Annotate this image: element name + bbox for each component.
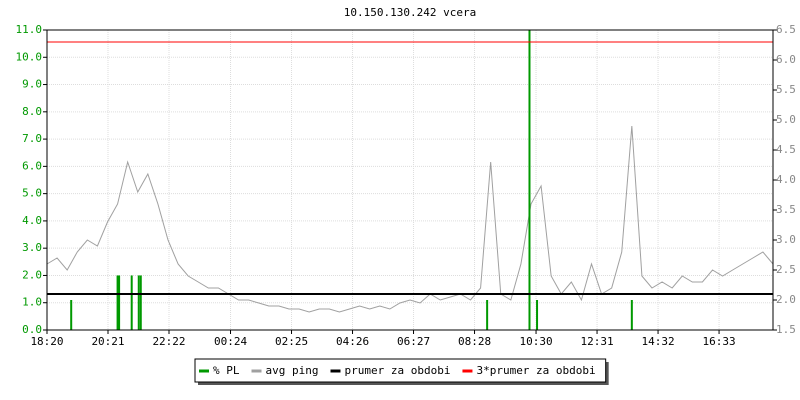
y2-tick-label: 5.0 xyxy=(776,113,796,126)
chart-title: 10.150.130.242 vcera xyxy=(344,6,476,19)
y2-tick-label: 2.0 xyxy=(776,293,796,306)
pl-bar xyxy=(116,275,119,330)
y2-tick-label: 4.0 xyxy=(776,173,796,186)
x-tick-label: 08:28 xyxy=(458,335,491,348)
pl-bar xyxy=(70,300,73,330)
y-tick-label: 1.0 xyxy=(22,296,42,309)
pl-bar xyxy=(528,30,531,330)
pl-bar xyxy=(118,275,121,330)
legend-label: prumer za obdobi xyxy=(344,364,450,377)
legend: % PL avg ping prumer za obdobi 3*prumer za … xyxy=(194,358,609,385)
y2-tick-label: 3.0 xyxy=(776,233,796,246)
y-tick-label: 10.0 xyxy=(16,50,43,63)
avg-ping-line xyxy=(46,125,774,313)
x-tick-label: 20:21 xyxy=(91,335,124,348)
x-tick-label: 04:26 xyxy=(336,335,369,348)
legend-label: avg ping xyxy=(266,364,319,377)
pl-bar xyxy=(130,275,133,330)
y-tick-label: 4.0 xyxy=(22,214,42,227)
y-tick-label: 8.0 xyxy=(22,105,42,118)
y2-tick-label: 1.5 xyxy=(776,323,796,336)
legend-label: 3*prumer za obdobi xyxy=(476,364,595,377)
x-tick-label: 06:27 xyxy=(397,335,430,348)
pl-bar xyxy=(630,300,633,330)
x-tick-label: 22:22 xyxy=(152,335,185,348)
y2-tick-label: 4.5 xyxy=(776,143,796,156)
y2-tick-label: 3.5 xyxy=(776,203,796,216)
x-tick-label: 16:33 xyxy=(702,335,735,348)
y-tick-label: 6.0 xyxy=(22,159,42,172)
pl-bar xyxy=(139,275,142,330)
y-tick-label: 0.0 xyxy=(22,323,42,336)
y-tick-label: 11.0 xyxy=(16,23,43,36)
x-tick-label: 02:25 xyxy=(275,335,308,348)
y-tick-label: 5.0 xyxy=(22,187,42,200)
x-tick-label: 00:24 xyxy=(214,335,247,348)
y-tick-label: 9.0 xyxy=(22,78,42,91)
pl-bar xyxy=(486,300,489,330)
y2-tick-label: 5.5 xyxy=(776,83,796,96)
y2-tick-label: 2.5 xyxy=(776,263,796,276)
y-tick-label: 7.0 xyxy=(22,132,42,145)
x-tick-label: 12:31 xyxy=(580,335,613,348)
y-tick-label: 2.0 xyxy=(22,268,42,281)
plot-frame xyxy=(46,29,774,331)
pl-bar xyxy=(536,300,539,330)
legend-box xyxy=(194,358,607,383)
x-tick-label: 10:30 xyxy=(519,335,552,348)
y2-tick-label: 6.0 xyxy=(776,53,796,66)
legend-label: % PL xyxy=(213,364,240,377)
y-tick-label: 3.0 xyxy=(22,241,42,254)
y2-tick-label: 6.5 xyxy=(776,23,796,36)
x-tick-label: 14:32 xyxy=(641,335,674,348)
x-tick-label: 18:20 xyxy=(30,335,63,348)
pl-bar xyxy=(137,275,140,330)
